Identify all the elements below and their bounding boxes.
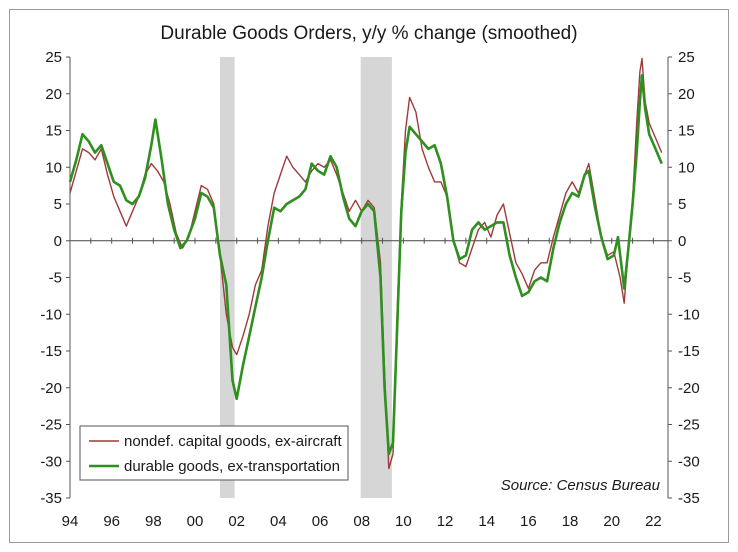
y-tick-label-right: 10 xyxy=(678,159,695,176)
x-tick-label-10: 10 xyxy=(395,513,412,530)
y-tick-label-left: -35 xyxy=(40,490,62,507)
y-tick-label-right: 25 xyxy=(678,49,695,66)
y-tick-label-left: -30 xyxy=(40,453,62,470)
x-tick-label-14: 14 xyxy=(478,513,495,530)
legend: nondef. capital goods, ex-aircraft durab… xyxy=(79,425,349,481)
y-tick-label-right: 20 xyxy=(678,86,695,103)
x-tick-label-98: 98 xyxy=(145,513,162,530)
legend-label-capital-goods: nondef. capital goods, ex-aircraft xyxy=(124,433,342,450)
x-tick-label-12: 12 xyxy=(437,513,454,530)
y-tick-label-left: 10 xyxy=(45,159,62,176)
legend-box xyxy=(79,425,349,481)
y-tick-label-right: 0 xyxy=(678,233,686,250)
x-tick-label-94: 94 xyxy=(62,513,79,530)
y-tick-label-right: -20 xyxy=(678,380,700,397)
x-tick-label-00: 00 xyxy=(187,513,204,530)
x-tick-label-02: 02 xyxy=(228,513,245,530)
y-tick-label-right: -30 xyxy=(678,453,700,470)
y-tick-label-right: 5 xyxy=(678,196,686,213)
y-tick-label-left: 15 xyxy=(45,123,62,140)
source-note: Source: Census Bureau xyxy=(501,477,661,494)
y-tick-label-left: 25 xyxy=(45,49,62,66)
chart-title: Durable Goods Orders, y/y % change (smoo… xyxy=(160,23,577,44)
y-tick-label-left: 5 xyxy=(54,196,62,213)
x-tick-label-06: 06 xyxy=(312,513,329,530)
x-tick-label-18: 18 xyxy=(562,513,579,530)
y-tick-label-right: -35 xyxy=(678,490,700,507)
y-tick-label-left: -20 xyxy=(40,380,62,397)
x-tick-label-96: 96 xyxy=(103,513,120,530)
x-tick-label-16: 16 xyxy=(520,513,537,530)
y-tick-label-right: -5 xyxy=(678,270,691,287)
recession-band-0 xyxy=(220,57,235,498)
y-tick-label-left: -25 xyxy=(40,417,62,434)
y-tick-label-right: -25 xyxy=(678,417,700,434)
x-tick-label-04: 04 xyxy=(270,513,287,530)
x-tick-label-08: 08 xyxy=(353,513,370,530)
x-tick-label-22: 22 xyxy=(645,513,662,530)
series-group xyxy=(68,57,663,470)
y-tick-label-left: -15 xyxy=(40,343,62,360)
y-tick-label-left: 20 xyxy=(45,86,62,103)
series-line-1 xyxy=(68,74,663,456)
y-tick-label-left: -5 xyxy=(49,270,62,287)
y-tick-label-left: -10 xyxy=(40,306,62,323)
x-tick-label-20: 20 xyxy=(603,513,620,530)
legend-label-durable-goods: durable goods, ex-transportation xyxy=(124,458,340,475)
y-tick-label-right: -15 xyxy=(678,343,700,360)
y-tick-label-left: 0 xyxy=(54,233,62,250)
y-tick-label-right: -10 xyxy=(678,306,700,323)
y-tick-label-right: 15 xyxy=(678,123,695,140)
